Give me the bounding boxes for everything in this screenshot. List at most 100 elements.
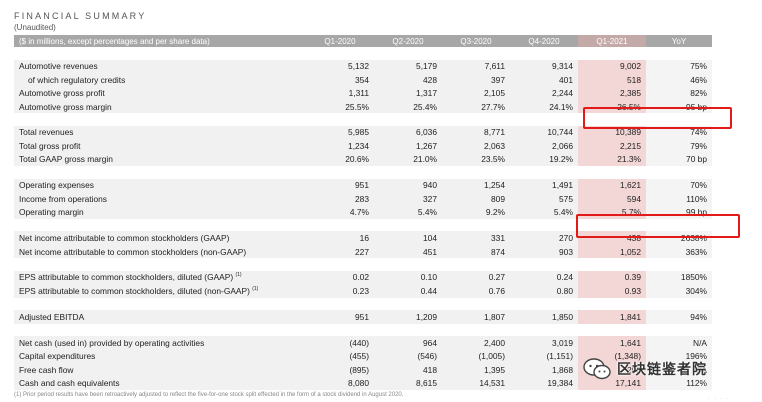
table-row: Net cash (used in) provided by operating… (14, 336, 712, 350)
value-cell: 0.23 (306, 284, 374, 298)
financial-summary-table: ($ in millions, except percentages and p… (14, 35, 712, 390)
yoy-cell: N/A (646, 336, 712, 350)
value-cell: 428 (374, 72, 442, 87)
value-cell: 401 (510, 72, 578, 87)
value-cell: 27.7% (442, 99, 510, 114)
row-label: Capital expenditures (14, 349, 306, 363)
value-cell: 20.6% (306, 152, 374, 167)
yoy-cell: 1850% (646, 270, 712, 285)
value-cell: 8,615 (374, 376, 442, 390)
column-header: Q3-2020 (442, 35, 510, 47)
value-cell: 2,215 (578, 139, 646, 153)
value-cell: 0.10 (374, 270, 442, 285)
value-cell: 9,314 (510, 59, 578, 73)
value-cell: 283 (306, 192, 374, 206)
yoy-cell: 304% (646, 284, 712, 298)
value-cell: 1,395 (442, 362, 510, 377)
value-cell: 1,209 (374, 310, 442, 324)
value-cell: 397 (442, 72, 510, 87)
row-label-text: Total revenues (19, 127, 74, 138)
row-label: Net cash (used in) provided by operating… (14, 336, 306, 350)
footnote-marker: (1) (235, 272, 242, 279)
value-cell: 951 (306, 310, 374, 324)
value-cell: 0.80 (510, 284, 578, 298)
value-cell: 1,807 (442, 310, 510, 324)
value-cell: 2,063 (442, 139, 510, 153)
row-label-text: Capital expenditures (19, 351, 96, 362)
table-row: Automotive gross profit 1,311 1,317 2,105 2,… (14, 86, 712, 100)
group-spacer (14, 47, 712, 60)
value-cell: 874 (442, 244, 510, 259)
yoy-cell: 75% (646, 59, 712, 73)
table-row: EPS attributable to common stockholders,… (14, 284, 712, 298)
value-cell: 17,141 (578, 376, 646, 390)
value-cell: 227 (306, 244, 374, 259)
table-row: Net income attributable to common stockh… (14, 244, 712, 259)
value-cell: 5.7% (578, 205, 646, 219)
yoy-cell: N/A (646, 362, 712, 377)
table-row: Automotive revenues 5,132 5,179 7,611 9,314 9… (14, 59, 712, 73)
value-cell: 2,105 (442, 86, 510, 100)
row-label-text: Operating expenses (19, 180, 94, 191)
yoy-cell: 94% (646, 310, 712, 324)
value-cell: 0.39 (578, 270, 646, 285)
value-cell: 5.4% (374, 205, 442, 219)
value-cell: 5,179 (374, 59, 442, 73)
value-cell: 1,850 (510, 310, 578, 324)
value-cell: 14,531 (442, 376, 510, 390)
table-row: of which regulatory credits 354 428 397 401 5… (14, 72, 712, 87)
row-label: Operating margin (14, 205, 306, 219)
value-cell: 1,868 (510, 362, 578, 377)
row-label: Automotive gross profit (14, 86, 306, 100)
row-label: Total revenues (14, 125, 306, 140)
watermark: 区块链鉴者院 (583, 358, 707, 380)
value-cell: 25.5% (306, 99, 374, 114)
value-cell: 0.44 (374, 284, 442, 298)
row-label: Automotive revenues (14, 59, 306, 73)
group-spacer (14, 218, 712, 232)
value-cell: 1,317 (374, 86, 442, 100)
value-cell: 0.27 (442, 270, 510, 285)
value-cell: 809 (442, 192, 510, 206)
value-cell: 594 (578, 192, 646, 206)
footnote-marker: (1) (252, 286, 259, 293)
column-header: Q2-2020 (374, 35, 442, 47)
row-label: Cash and cash equivalents (14, 376, 306, 390)
value-cell: 438 (578, 231, 646, 245)
value-cell: 0.02 (306, 270, 374, 285)
column-header: Q1-2020 (306, 35, 374, 47)
yoy-cell: 95 bp (646, 99, 712, 114)
table-row: EPS attributable to common stockholders,… (14, 270, 712, 285)
value-cell: 575 (510, 192, 578, 206)
header-description: ($ in millions, except percentages and p… (14, 35, 306, 47)
row-label: Net income attributable to common stockh… (14, 231, 306, 245)
yoy-cell: 99 bp (646, 205, 712, 219)
value-cell: 354 (306, 72, 374, 87)
table-row: Income from operations 283 327 809 575 594 110… (14, 192, 712, 206)
column-header: YoY (646, 35, 712, 47)
value-cell: 104 (374, 231, 442, 245)
wechat-icon (583, 358, 611, 380)
table-row: Net income attributable to common stockh… (14, 231, 712, 245)
value-cell: 21.0% (374, 152, 442, 167)
yoy-cell: 79% (646, 139, 712, 153)
group-spacer (14, 166, 712, 179)
yoy-cell: 46% (646, 72, 712, 87)
yoy-cell: 112% (646, 376, 712, 390)
value-cell: 940 (374, 178, 442, 192)
value-cell: 951 (306, 178, 374, 192)
value-cell: 10,744 (510, 125, 578, 140)
value-cell: 24.1% (510, 99, 578, 114)
row-label: Adjusted EBITDA (14, 310, 306, 324)
column-header: Q4-2020 (510, 35, 578, 47)
value-cell: 451 (374, 244, 442, 259)
row-label-text: Cash and cash equivalents (19, 378, 120, 389)
value-cell: 1,491 (510, 178, 578, 192)
group-spacer (14, 323, 712, 337)
row-label-text: Automotive gross profit (19, 88, 105, 99)
row-label: Income from operations (14, 192, 306, 206)
value-cell: 7,611 (442, 59, 510, 73)
value-cell: 903 (510, 244, 578, 259)
value-cell: (440) (306, 336, 374, 350)
row-label-text: Net income attributable to common stockh… (19, 246, 247, 257)
